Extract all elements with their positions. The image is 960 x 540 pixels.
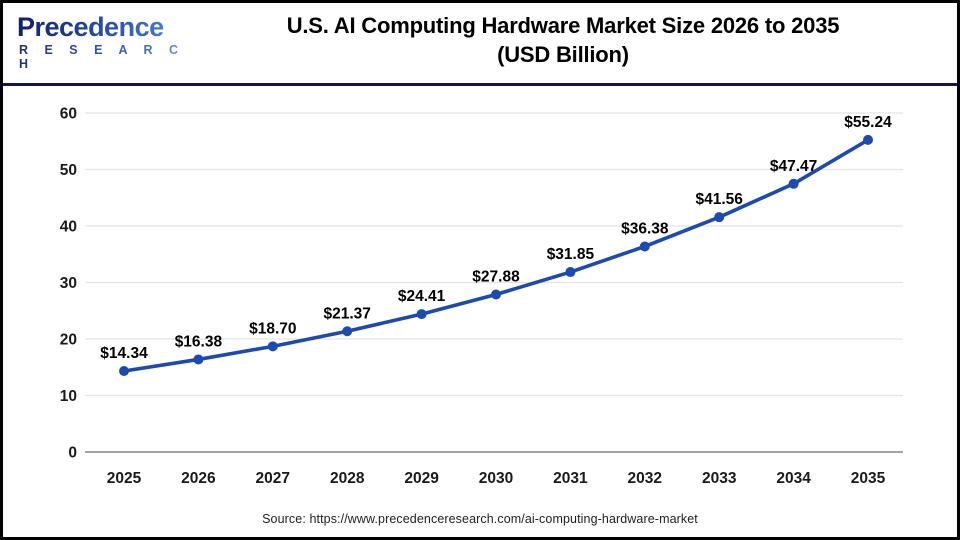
chart-title-line1: U.S. AI Computing Hardware Market Size 2… [286, 13, 840, 38]
x-tick-label: 2027 [256, 470, 290, 487]
data-point-label: $27.88 [472, 268, 520, 285]
data-point [119, 365, 129, 376]
x-tick-label: 2030 [479, 470, 513, 487]
chart-plot-area: 0 10 20 30 40 50 60 2025 2026 2027 2028 2029 2030 203… [3, 89, 957, 501]
data-point-label: $24.41 [398, 288, 446, 305]
trend-line [122, 138, 870, 373]
data-point [565, 267, 576, 278]
precedence-logo: Precedence R E S E A R C H [17, 13, 187, 77]
data-point-label: $21.37 [323, 305, 370, 322]
x-tick-label: 2034 [776, 470, 811, 487]
x-tick-label: 2029 [404, 470, 439, 487]
y-tick-label: 40 [60, 219, 77, 236]
data-point [416, 309, 427, 320]
data-point-label: $47.47 [770, 158, 817, 175]
data-point [639, 241, 650, 252]
y-tick-label: 20 [60, 332, 77, 349]
data-point-label: $16.38 [175, 333, 223, 350]
data-point [714, 212, 725, 223]
x-tick-label: 2032 [628, 470, 662, 487]
data-point-label: $55.24 [844, 114, 892, 131]
source-caption: Source: https://www.precedenceresearch.c… [262, 512, 698, 526]
data-point [193, 354, 204, 365]
data-point [342, 326, 353, 337]
page-title: U.S. AI Computing Hardware Market Size 2… [173, 11, 953, 69]
y-tick-label: 10 [60, 388, 77, 405]
x-tick-label: 2028 [330, 470, 365, 487]
y-tick-label: 50 [60, 162, 77, 179]
x-tick-label: 2033 [702, 470, 737, 487]
logo-research-text: R E S E A R C H [19, 43, 187, 71]
data-point [267, 341, 278, 352]
data-point [863, 134, 873, 145]
data-point-label: $36.38 [621, 220, 669, 237]
x-tick-label: 2026 [181, 470, 216, 487]
y-tick-label: 60 [60, 106, 77, 123]
data-point [788, 178, 799, 189]
y-tick-label: 30 [60, 275, 77, 292]
data-point-label: $18.70 [249, 320, 296, 337]
data-point-label: $31.85 [547, 246, 595, 263]
x-tick-label: 2025 [107, 470, 142, 487]
y-tick-label: 0 [68, 445, 77, 462]
logo-wordmark: Precedence [17, 13, 187, 42]
x-tick-label: 2031 [553, 470, 588, 487]
header: Precedence R E S E A R C H U.S. AI Compu… [3, 3, 957, 86]
data-point-label: $41.56 [695, 191, 743, 208]
data-point [491, 289, 501, 300]
chart-title-line2: (USD Billion) [497, 41, 629, 67]
x-tick-label: 2035 [851, 470, 886, 487]
data-point-label: $14.34 [100, 345, 148, 362]
